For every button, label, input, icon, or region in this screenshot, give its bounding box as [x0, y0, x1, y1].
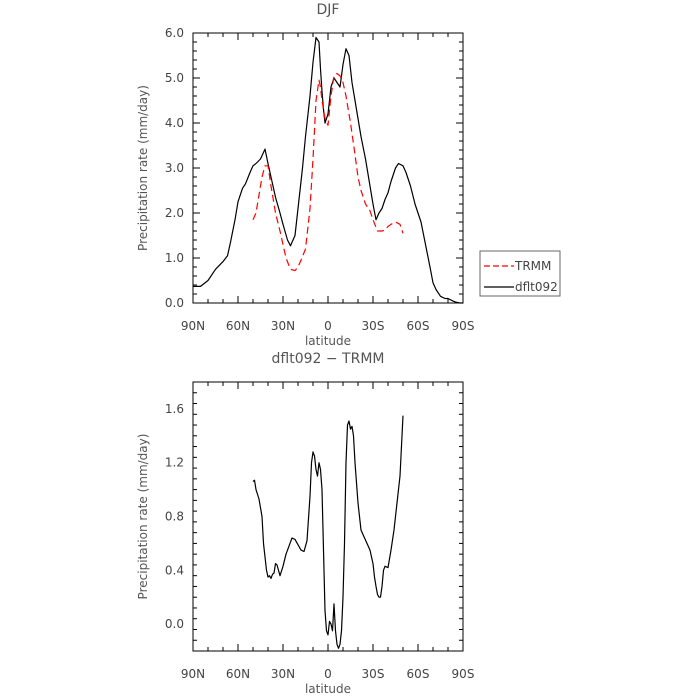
x-tick-label: 0: [324, 667, 332, 681]
y-tick-label: 5.0: [165, 71, 184, 85]
y-tick-label: 2.0: [165, 206, 184, 220]
legend-label-dflt092: dflt092: [515, 280, 558, 294]
y-axis-label: Precipitation rate (mm/day): [136, 85, 150, 251]
series-line-dflt092: [193, 36, 463, 304]
y-axis-label: Precipitation rate (mm/day): [136, 434, 150, 600]
legend-label-trmm: TRMM: [514, 259, 551, 273]
y-tick-label: 0.8: [165, 510, 184, 524]
x-tick-label: 90N: [181, 667, 205, 681]
chart-title: DJF: [317, 2, 340, 18]
x-tick-label: 30N: [271, 319, 295, 333]
y-tick-label: 1.0: [165, 251, 184, 265]
legend-box: [479, 250, 561, 297]
x-tick-label: 90S: [452, 319, 475, 333]
y-tick-label: 6.0: [165, 26, 184, 40]
x-tick-label: 30S: [362, 667, 385, 681]
y-tick-label: 0.0: [165, 617, 184, 631]
x-tick-label: 90S: [452, 667, 475, 681]
y-tick-label: 3.0: [165, 161, 184, 175]
chart-title: dflt092 − TRMM: [272, 351, 385, 367]
plot-frame: [192, 381, 464, 652]
plot-frame: [192, 32, 464, 304]
x-tick-label: 60S: [407, 319, 430, 333]
x-axis-label: latitude: [305, 682, 351, 696]
series-line-trmm: [252, 72, 404, 272]
series-line: [252, 415, 404, 649]
x-tick-label: 30S: [362, 319, 385, 333]
x-tick-label: 60N: [226, 667, 250, 681]
top-chart: DJF 90N 60N 30N 0 30S 60S 90S 0.0 1.0 2.0 3.0 4.0 5.0…: [136, 2, 474, 348]
legend: TRMM dflt092: [479, 250, 561, 297]
x-tick-label: 60N: [226, 319, 250, 333]
y-tick-label: 1.6: [165, 402, 184, 416]
y-tick-label: 0.0: [165, 296, 184, 310]
y-tick-label: 1.2: [165, 456, 184, 470]
x-tick-label: 60S: [407, 667, 430, 681]
x-tick-label: 90N: [181, 319, 205, 333]
x-tick-label: 30N: [271, 667, 295, 681]
bottom-chart: dflt092 − TRMM 90N 60N 30N 0 30S 60S 90S 0.0 0.4 0…: [136, 351, 474, 696]
x-tick-label: 0: [324, 319, 332, 333]
y-tick-label: 4.0: [165, 116, 184, 130]
y-tick-label: 0.4: [165, 563, 184, 577]
x-axis-label: latitude: [305, 334, 351, 348]
